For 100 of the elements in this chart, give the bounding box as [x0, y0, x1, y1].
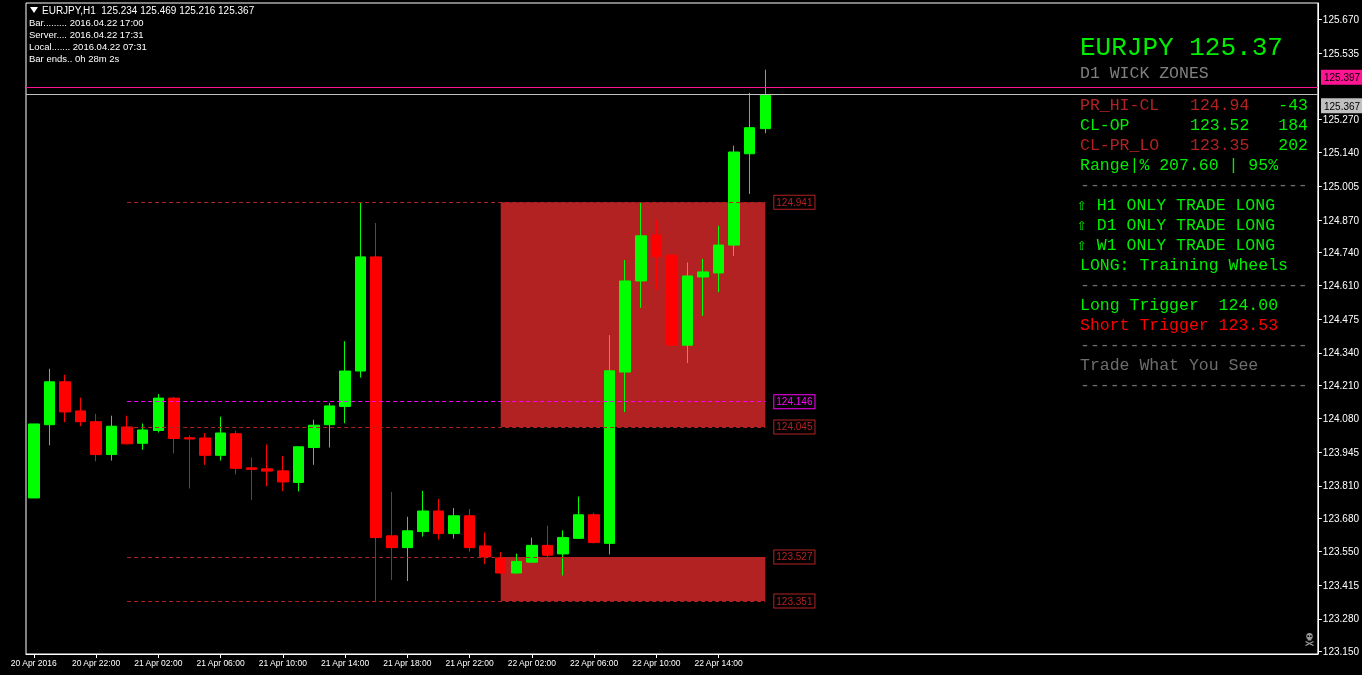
ref-line-label: 124.146 — [776, 396, 813, 408]
annotation: CL-OP — [1080, 115, 1130, 136]
candlestick — [713, 225, 724, 293]
y-tick-label: 123.150 — [1322, 645, 1360, 657]
candlestick — [697, 258, 709, 317]
candlestick — [230, 429, 242, 475]
chart-title: EURJPY,H1 125.234 125.469 125.216 125.367 — [42, 4, 255, 16]
y-tick-label: 123.280 — [1322, 613, 1360, 625]
candlestick — [542, 525, 553, 593]
candlestick — [619, 259, 631, 413]
annotation: 123.52 — [1190, 115, 1250, 136]
x-tick-label: 22 Apr 10:00 — [632, 657, 681, 668]
y-tick-label: 124.080 — [1322, 412, 1360, 424]
x-tick-label: 21 Apr 06:00 — [196, 657, 245, 668]
annotation: ----------------------- — [1080, 375, 1308, 396]
annotation: 124.94 — [1190, 95, 1250, 116]
candlestick — [651, 219, 662, 291]
y-tick-label: 123.415 — [1322, 579, 1360, 591]
y-tick-label: 124.340 — [1322, 347, 1360, 359]
candlestick — [370, 222, 382, 602]
candlestick — [386, 491, 398, 581]
x-tick-label: 21 Apr 18:00 — [383, 657, 432, 668]
candlestick — [59, 374, 71, 423]
annotation: CL-PR_LO — [1080, 135, 1160, 156]
annotation: Short Trigger 123.53 — [1080, 315, 1279, 336]
annotation: D1 WICK ZONES — [1080, 63, 1209, 84]
candlestick — [526, 537, 538, 564]
candlestick — [635, 202, 647, 309]
annotation: ----------------------- — [1080, 175, 1308, 196]
candlestick — [308, 419, 320, 466]
ref-line-label: 123.351 — [776, 595, 813, 607]
candlestick — [184, 434, 195, 489]
candlestick — [261, 444, 273, 487]
candlestick — [246, 457, 257, 501]
candlestick — [417, 490, 429, 538]
candlestick — [433, 498, 444, 541]
annotation: ⇧ D1 ONLY TRADE LONG — [1077, 215, 1276, 236]
annotation: Bar......... 2016.04.22 17:00 — [29, 16, 144, 29]
ref-line-label: 123.527 — [776, 551, 813, 563]
y-tick-label: 125.005 — [1322, 180, 1360, 192]
candlestick — [666, 238, 678, 349]
candlestick — [495, 551, 506, 575]
y-tick-label: 123.810 — [1322, 480, 1360, 492]
candlestick — [44, 368, 55, 446]
annotation: 184 — [1278, 115, 1308, 136]
candlestick — [153, 393, 164, 433]
y-tick-label: 125.670 — [1322, 13, 1360, 25]
y-tick-label: 123.550 — [1322, 545, 1360, 557]
y-tick-label: 124.870 — [1322, 214, 1360, 226]
annotation: ----------------------- — [1080, 335, 1308, 356]
y-tick-label: 123.945 — [1322, 446, 1360, 458]
y-tick-label: 124.740 — [1322, 247, 1360, 259]
candlestick — [402, 516, 413, 582]
candlestick — [121, 415, 133, 446]
x-tick-label: 22 Apr 14:00 — [694, 657, 743, 668]
annotation: PR_HI-CL — [1080, 95, 1160, 116]
x-tick-label: 21 Apr 22:00 — [445, 657, 494, 668]
x-tick-label: 21 Apr 14:00 — [320, 657, 370, 668]
annotation: LONG: Training Wheels — [1080, 255, 1288, 276]
candlestick — [355, 201, 366, 379]
y-tick-label: 125.535 — [1322, 47, 1360, 59]
candlestick — [682, 261, 693, 364]
annotation: Range|% 207.60 | 95% — [1080, 155, 1279, 176]
annotation: Server.... 2016.04.22 17:31 — [29, 28, 144, 41]
y-tick-label: 124.610 — [1322, 279, 1360, 291]
y-tick-label: 123.680 — [1322, 513, 1360, 525]
candlestick — [511, 553, 522, 575]
candlestick — [464, 508, 475, 553]
candlestick — [106, 415, 117, 462]
x-tick-label: 21 Apr 02:00 — [134, 657, 183, 668]
annotation: Long Trigger 124.00 — [1080, 295, 1279, 316]
annotation: EURJPY 125.37 — [1080, 32, 1283, 63]
x-tick-label: 22 Apr 02:00 — [507, 657, 557, 668]
x-tick-label: 22 Apr 06:00 — [569, 657, 619, 668]
candlestick — [479, 532, 491, 565]
annotation: Bar ends.. 0h 28m 2s — [29, 52, 120, 65]
candlestick — [277, 455, 289, 492]
candlestick — [90, 413, 102, 462]
candlestick — [448, 507, 460, 540]
annotation: Local....... 2016.04.22 07:31 — [29, 40, 147, 53]
candlestick — [168, 396, 180, 455]
candlestick — [215, 416, 226, 462]
candlestick — [324, 402, 335, 449]
candlestick — [339, 340, 351, 424]
candlestick — [75, 397, 86, 427]
annotation: -43 — [1278, 95, 1308, 116]
annotation: ⇧ W1 ONLY TRADE LONG — [1077, 235, 1276, 256]
y-tick-label: 125.140 — [1322, 146, 1360, 158]
y-tick-label: 125.270 — [1322, 114, 1360, 126]
candlestick — [573, 495, 584, 540]
x-tick-label: 20 Apr 22:00 — [71, 657, 121, 668]
annotation: 123.35 — [1190, 135, 1250, 156]
candlestick — [760, 69, 771, 134]
annotation: ----------------------- — [1080, 275, 1308, 296]
candlestick — [199, 432, 211, 466]
x-tick-label: 21 Apr 10:00 — [258, 657, 308, 668]
annotation: ⇧ H1 ONLY TRADE LONG — [1077, 195, 1276, 216]
candlestick — [604, 334, 615, 555]
ref-line-label: 125.367 — [1324, 100, 1361, 112]
candlestick — [744, 92, 755, 195]
